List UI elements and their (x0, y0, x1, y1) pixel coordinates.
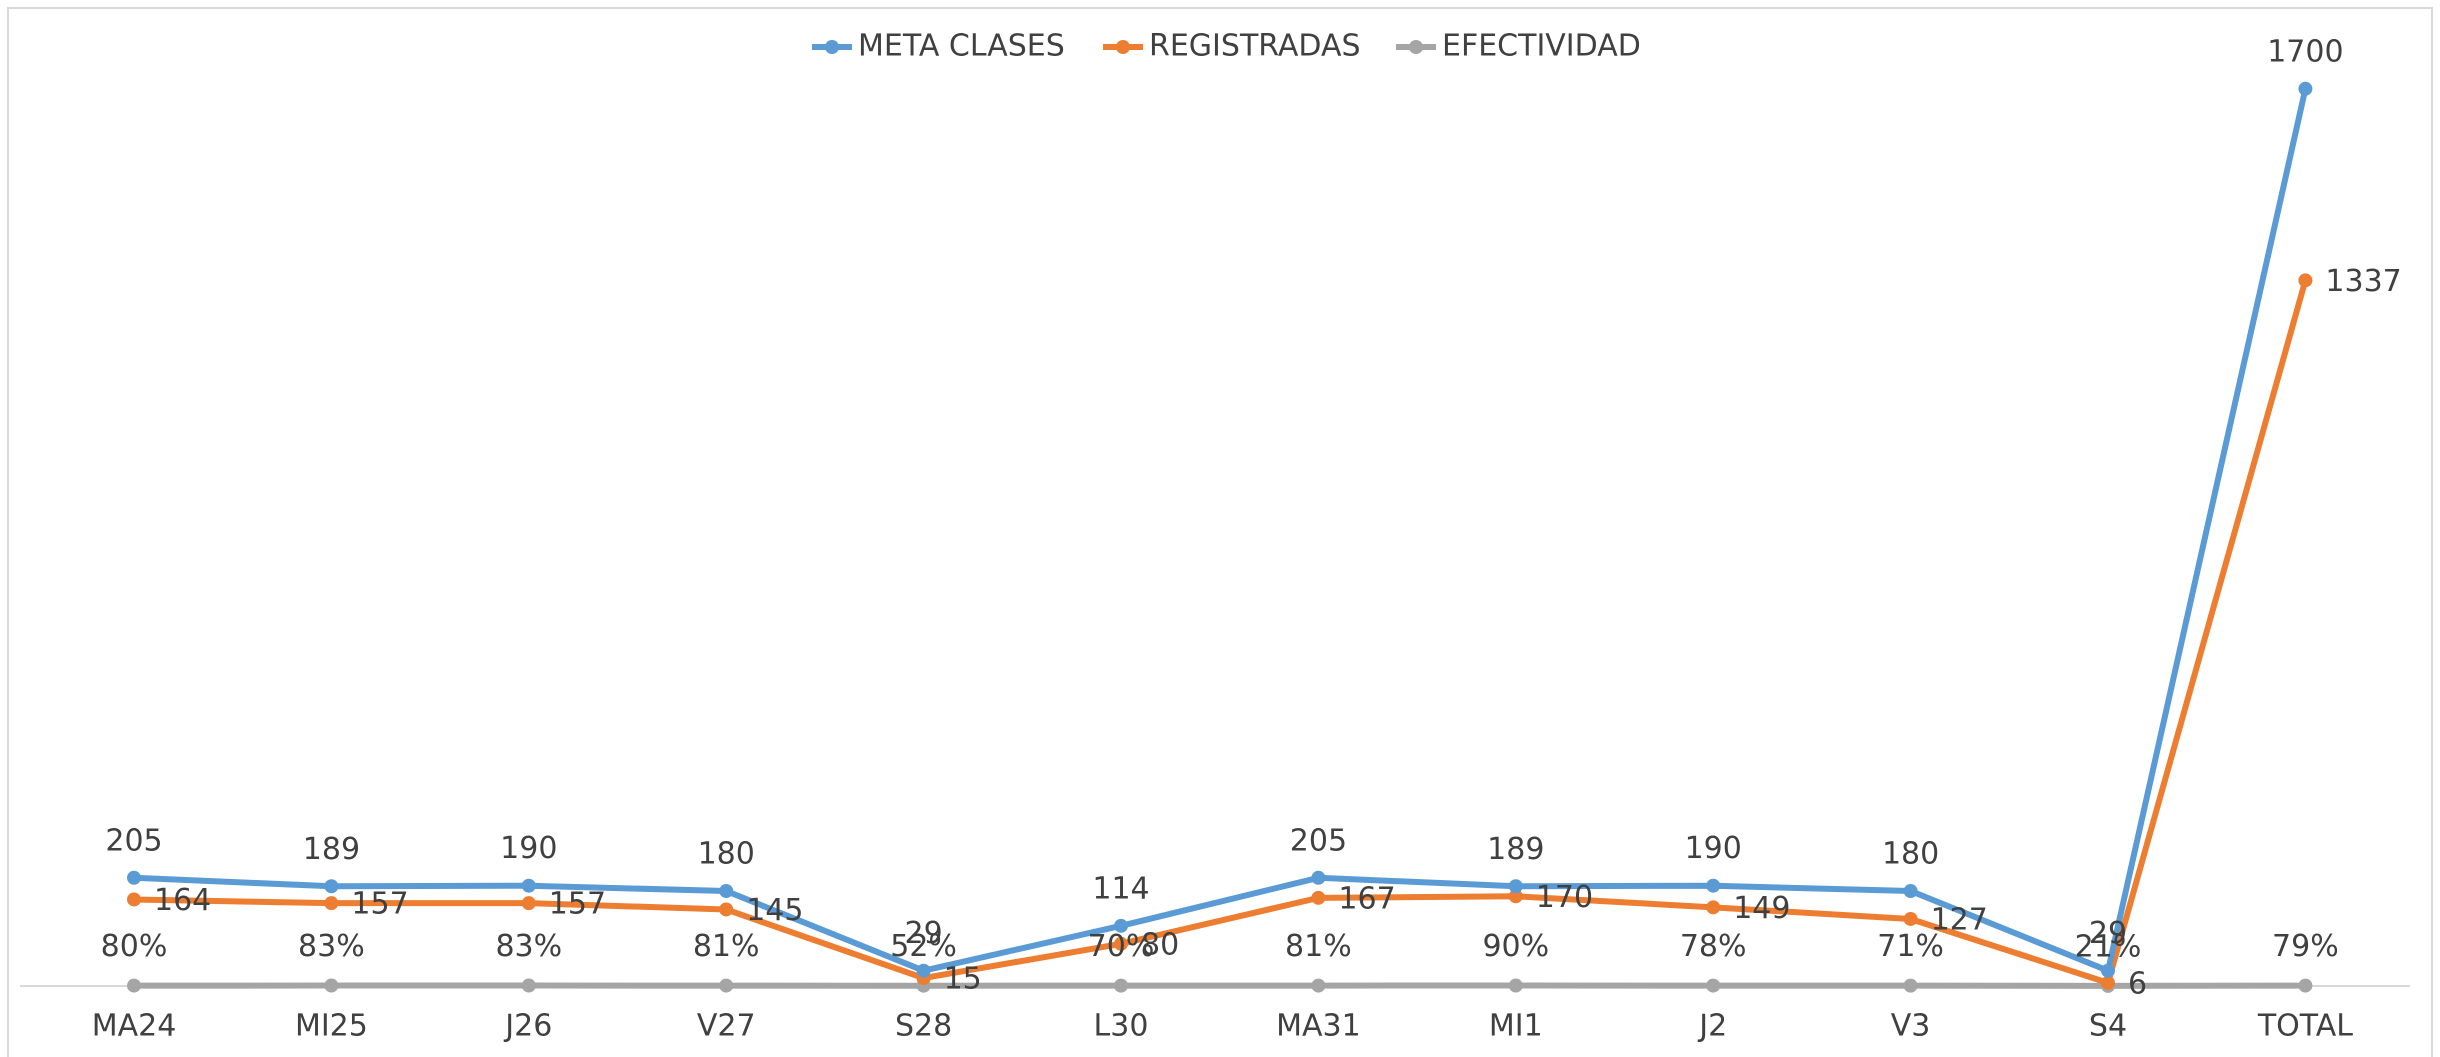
legend-label: EFECTIVIDAD (1442, 29, 1641, 64)
point (719, 978, 734, 993)
point (2298, 81, 2313, 96)
data-label: 6 (2128, 966, 2147, 1001)
point (2101, 963, 2115, 978)
point (2298, 273, 2313, 288)
x-tick-label: MA24 (92, 1009, 177, 1044)
point (1706, 878, 1721, 893)
legend-marker (1116, 40, 1130, 54)
point (719, 902, 734, 917)
x-tick-label: V27 (697, 1009, 756, 1044)
data-label: 114 (1092, 871, 1149, 906)
data-label: 167 (1338, 881, 1395, 916)
data-label: 81% (1285, 929, 1352, 964)
data-label: 80% (101, 929, 168, 964)
x-tick-label: MA31 (1276, 1009, 1361, 1044)
point (1114, 918, 1128, 933)
data-label: 180 (1882, 837, 1939, 872)
series-line (133, 88, 2309, 974)
data-label: 145 (746, 893, 803, 928)
data-label: 70% (1088, 929, 1155, 964)
x-tick-label: L30 (1094, 1009, 1149, 1044)
point (127, 870, 141, 885)
point (1311, 870, 1326, 885)
x-tick-label: MI25 (295, 1009, 368, 1044)
data-label: 180 (698, 837, 755, 872)
point (521, 896, 536, 911)
point (1114, 978, 1128, 993)
data-label: 157 (549, 887, 606, 922)
x-tick-label: S28 (895, 1009, 952, 1044)
data-label: 29 (905, 916, 943, 951)
point (324, 879, 339, 894)
legend-label: META CLASES (858, 29, 1065, 64)
data-label: 52% (890, 929, 957, 964)
data-label: 1337 (2325, 264, 2401, 299)
chart-frame (7, 7, 2433, 1057)
data-label: 15 (944, 962, 982, 997)
point (1508, 978, 1523, 993)
point (1508, 889, 1523, 904)
data-label: 81% (693, 929, 760, 964)
point (1311, 890, 1326, 905)
x-tick-label: V3 (1891, 1009, 1931, 1044)
x-tick-label: TOTAL (2257, 1009, 2353, 1044)
data-label: 190 (500, 831, 557, 866)
data-label: 21% (2075, 929, 2142, 964)
series-line (133, 279, 2309, 986)
x-tick-label: J26 (503, 1009, 552, 1044)
data-label: 83% (495, 929, 562, 964)
point (1903, 978, 1918, 993)
data-label: 157 (351, 887, 408, 922)
data-label: 80 (1141, 927, 1179, 962)
data-label: 190 (1685, 831, 1742, 866)
data-label: 79% (2272, 929, 2339, 964)
point (1311, 978, 1326, 993)
data-label: 170 (1536, 880, 1593, 915)
point (1706, 900, 1721, 915)
data-label: 90% (1482, 929, 1549, 964)
point (127, 892, 141, 907)
legend-label: REGISTRADAS (1149, 29, 1361, 64)
data-label: 83% (298, 929, 365, 964)
point (521, 978, 536, 993)
legend-marker (1409, 40, 1423, 54)
point (2298, 978, 2313, 993)
point (324, 896, 339, 911)
point (521, 878, 536, 893)
point (916, 963, 931, 978)
point (1903, 884, 1918, 898)
point (2101, 975, 2115, 990)
point (1706, 978, 1721, 993)
legend-marker (825, 40, 839, 54)
data-label: 164 (154, 883, 211, 918)
data-label: 127 (1931, 902, 1988, 937)
data-label: 189 (1487, 832, 1544, 867)
x-tick-label: MI1 (1489, 1009, 1543, 1044)
data-label: 78% (1680, 929, 1747, 964)
data-label: 149 (1733, 891, 1790, 926)
point (324, 978, 339, 993)
point (127, 978, 141, 993)
data-label: 189 (303, 832, 360, 867)
point (1114, 936, 1128, 951)
point (1508, 879, 1523, 894)
data-label: 1700 (2267, 34, 2343, 69)
data-label: 29 (2089, 916, 2127, 951)
x-tick-label: J2 (1697, 1009, 1727, 1044)
data-label: 205 (105, 823, 162, 858)
data-label: 71% (1877, 929, 1944, 964)
x-tick-label: S4 (2089, 1009, 2127, 1044)
point (719, 884, 734, 898)
data-label: 205 (1290, 823, 1347, 858)
point (1903, 911, 1918, 926)
